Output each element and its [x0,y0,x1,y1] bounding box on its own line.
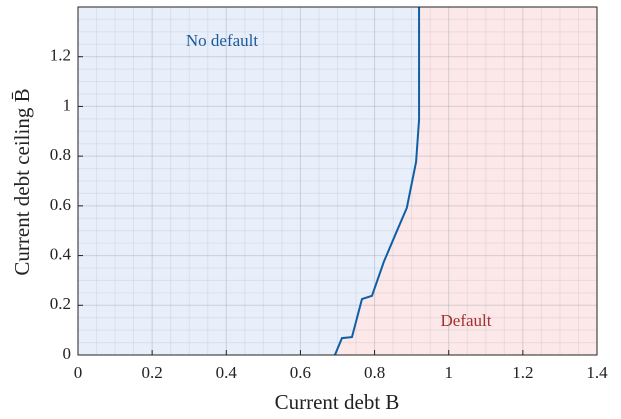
y-tick-label: 0.8 [50,145,71,164]
region [334,7,597,355]
x-tick-label: 1.2 [512,363,533,382]
y-tick-label: 1 [63,95,72,114]
x-tick-label: 0.8 [364,363,385,382]
y-tick-label: 0.4 [50,244,72,263]
y-tick-label: 0.2 [50,294,71,313]
region [78,7,420,355]
y-tick-label: 0.6 [50,195,71,214]
x-tick-label: 1.4 [586,363,608,382]
plot-frame [77,6,598,356]
line [333,7,421,356]
region-label: No default [186,31,259,50]
x-tick-label: 0.6 [290,363,311,382]
region-label: Default [441,311,492,330]
y-axis-label: Current debt ceiling B̄ [10,88,34,275]
y-tick-label: 0 [63,344,72,363]
y-tick-label: 1.2 [50,46,71,65]
x-axis-label: Current debt B [275,390,400,414]
x-tick-label: 0.2 [142,363,163,382]
x-tick-label: 0 [74,363,83,382]
x-tick-label: 1 [444,363,453,382]
x-tick-label: 0.4 [216,363,238,382]
